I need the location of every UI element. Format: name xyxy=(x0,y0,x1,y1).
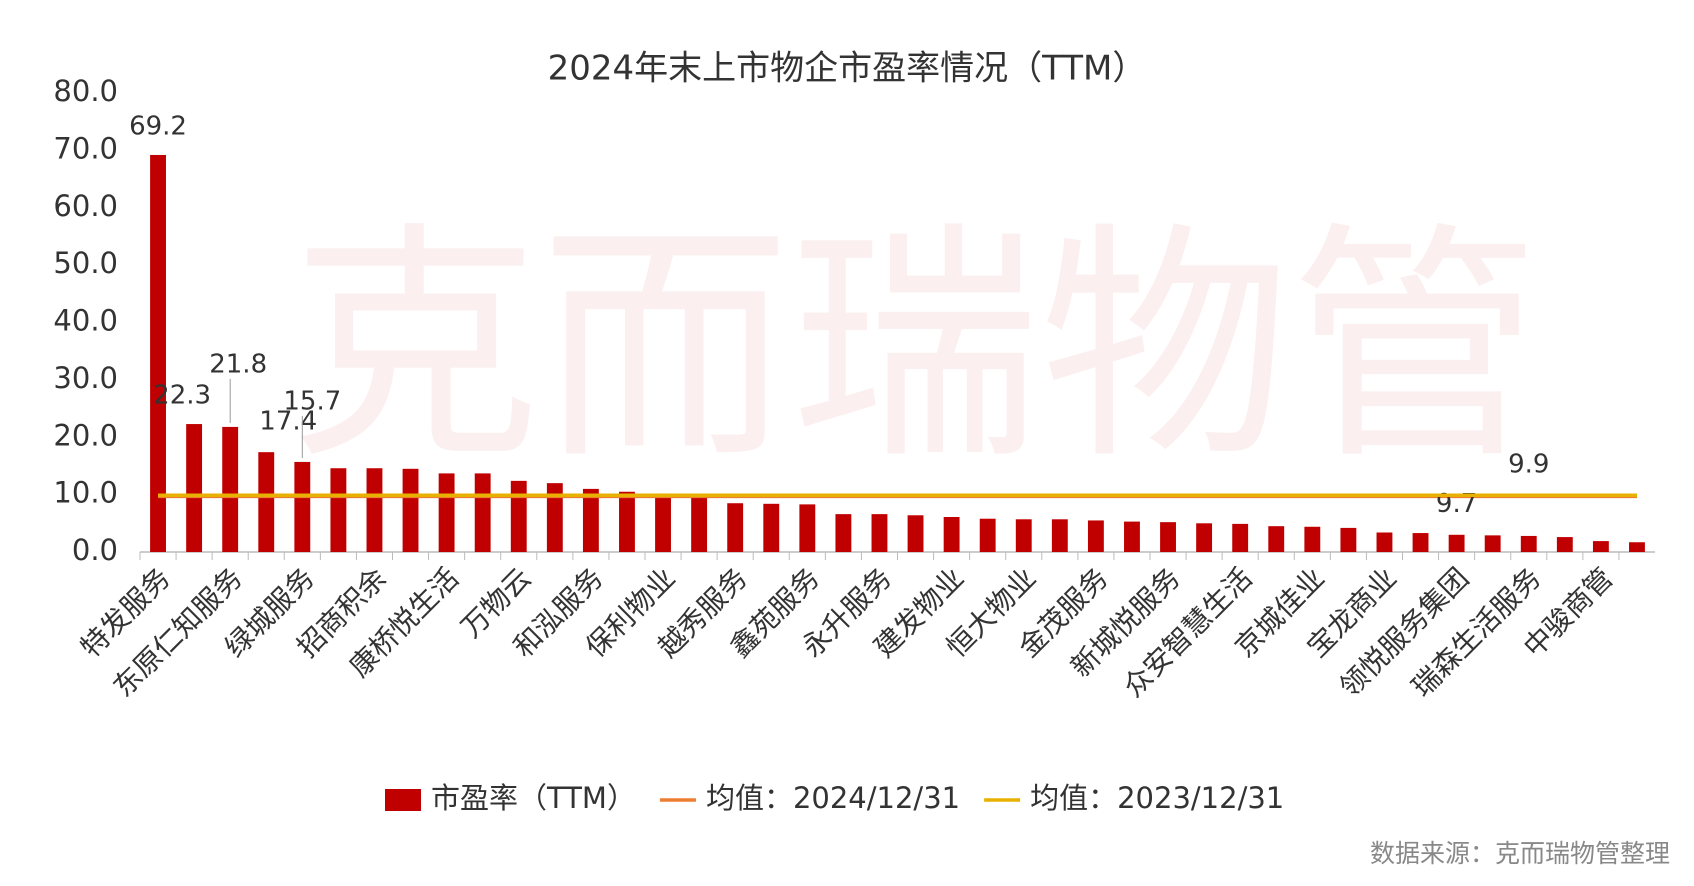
y-tick-label: 20.0 xyxy=(53,418,118,452)
bar xyxy=(402,468,419,552)
bar xyxy=(1051,519,1068,552)
data-label: 21.8 xyxy=(209,349,267,379)
bar xyxy=(907,515,924,552)
bar xyxy=(510,480,527,552)
data-label: 69.2 xyxy=(129,111,187,141)
bar xyxy=(1412,533,1429,552)
bar xyxy=(1629,542,1645,552)
average-label: 9.7 xyxy=(1436,489,1477,519)
data-label: 15.7 xyxy=(283,386,341,416)
bar xyxy=(1376,532,1393,552)
y-tick-label: 80.0 xyxy=(53,74,118,108)
bar xyxy=(330,468,347,552)
legend-label: 均值：2023/12/31 xyxy=(1030,781,1284,815)
chart-title: 2024年末上市物企市盈率情况（TTM） xyxy=(548,49,1147,89)
bar xyxy=(1015,519,1032,552)
bar xyxy=(1196,523,1213,552)
bar xyxy=(943,517,960,552)
source: 数据来源：克而瑞物管整理 xyxy=(1370,839,1670,868)
bar xyxy=(763,503,780,552)
bar xyxy=(799,504,816,552)
y-tick-label: 40.0 xyxy=(53,304,118,338)
bar xyxy=(186,424,203,552)
bar xyxy=(1124,521,1140,552)
legend-label: 均值：2024/12/31 xyxy=(706,781,960,815)
bar xyxy=(1232,523,1249,552)
y-tick-label: 0.0 xyxy=(72,533,118,567)
bar xyxy=(1304,526,1321,552)
bar xyxy=(294,461,311,552)
bar xyxy=(691,497,708,552)
bar xyxy=(979,518,996,552)
bar xyxy=(871,514,888,552)
y-tick-label: 50.0 xyxy=(53,246,118,280)
bar xyxy=(474,473,491,552)
y-tick-label: 70.0 xyxy=(53,131,118,165)
data-label: 17.4 xyxy=(259,407,317,437)
y-tick-label: 60.0 xyxy=(53,189,118,223)
bar xyxy=(619,491,635,552)
data-label: 22.3 xyxy=(153,381,211,411)
bar xyxy=(835,514,852,552)
bar xyxy=(727,503,744,552)
bar xyxy=(546,483,563,552)
bar xyxy=(582,488,599,552)
bar xyxy=(1340,527,1357,552)
bar xyxy=(438,473,455,552)
y-tick-label: 30.0 xyxy=(53,361,118,395)
legend-swatch xyxy=(385,789,421,811)
bar xyxy=(1448,534,1465,552)
bar xyxy=(366,468,383,552)
average-label: 9.9 xyxy=(1508,450,1549,480)
bar xyxy=(258,452,275,552)
bar xyxy=(222,426,239,552)
bar xyxy=(1520,535,1537,552)
bar xyxy=(1592,541,1609,552)
bar xyxy=(1160,522,1176,552)
bar xyxy=(655,493,671,552)
legend-label: 市盈率（TTM） xyxy=(431,781,636,815)
bar xyxy=(1484,535,1501,552)
y-tick-label: 10.0 xyxy=(53,476,118,510)
watermark: 克而瑞物管 xyxy=(290,201,1540,492)
bar xyxy=(1268,526,1285,552)
bar xyxy=(1556,537,1573,552)
bar xyxy=(1087,520,1104,552)
bar xyxy=(150,154,166,552)
